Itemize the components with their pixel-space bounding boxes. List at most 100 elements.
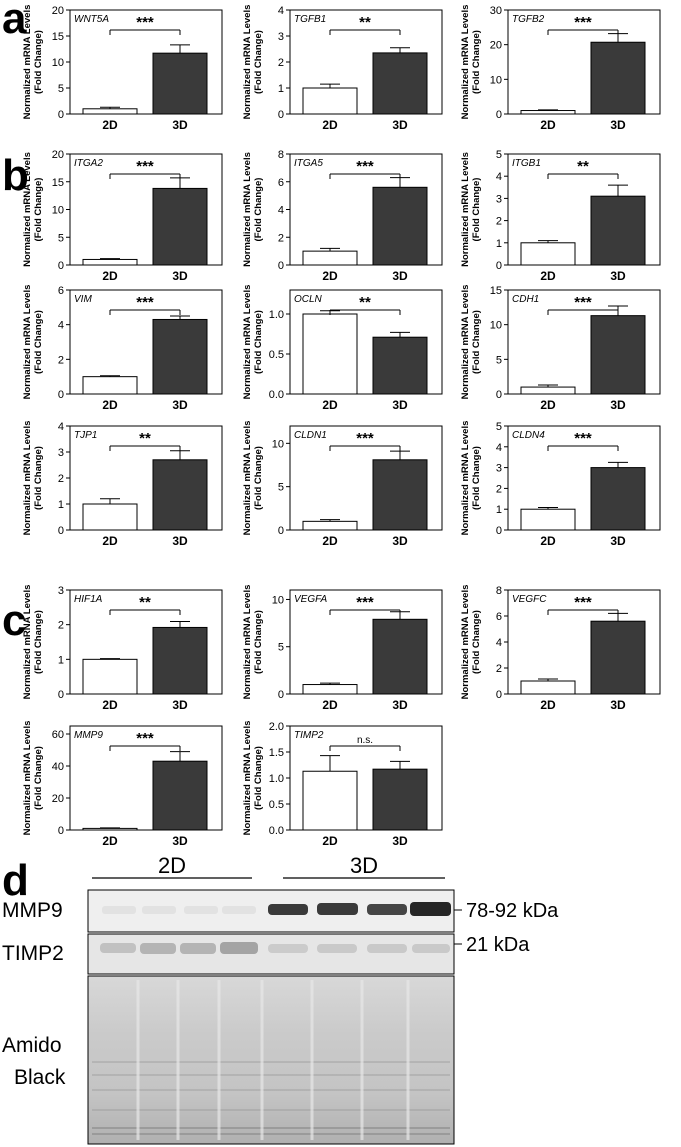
bar-2d xyxy=(302,684,358,695)
y-tick-label: 4 xyxy=(278,5,284,17)
category-label: 2D xyxy=(540,398,556,412)
plot-frame xyxy=(507,153,661,266)
significance-label: ** xyxy=(359,14,371,31)
y-tick-label: 5 xyxy=(496,149,502,161)
category-label: 3D xyxy=(610,698,626,712)
category-label: 2D xyxy=(540,698,556,712)
western-blot: 2D 3D 78-92 kDa MMP9 xyxy=(2,853,559,1145)
y-axis-label-2: (Fold Change) xyxy=(253,178,264,242)
y-tick-label: 0 xyxy=(496,525,502,537)
y-tick-label: 5 xyxy=(278,642,284,654)
y-tick-label: 2 xyxy=(58,354,64,366)
blot-lane-gaps-amido-black xyxy=(136,980,410,1140)
chart-vim: 0 2 4 6 2D 3D VIM *** Normalized mRNA Levels (Fol… xyxy=(22,285,223,412)
bar-2d xyxy=(302,520,358,531)
panel-label-c: c xyxy=(2,596,26,645)
blot-band xyxy=(412,944,450,953)
gene-label: CLDN4 xyxy=(512,430,545,441)
y-axis-label-2: (Fold Change) xyxy=(253,30,264,94)
blot-band xyxy=(222,906,256,914)
significance-label: n.s. xyxy=(357,735,373,746)
plot-frame xyxy=(289,289,443,395)
y-tick-label: 8 xyxy=(278,149,284,161)
bar-3d xyxy=(590,315,646,395)
y-tick-label: 6 xyxy=(496,611,502,623)
gene-label: WNT5A xyxy=(74,14,109,25)
y-axis-label-2: (Fold Change) xyxy=(471,178,482,242)
category-label: 3D xyxy=(610,534,626,548)
chart-vegfc: 0 2 4 6 8 2D 3D VEGFC *** Normalized mRNA Levels(… xyxy=(460,585,661,712)
blot-row-label-amido: Amido xyxy=(2,1034,62,1057)
y-tick-label: 1.5 xyxy=(269,747,284,759)
y-tick-label: 10 xyxy=(490,320,502,332)
category-label: 2D xyxy=(322,698,338,712)
category-label: 2D xyxy=(102,534,118,548)
blot-band xyxy=(268,904,308,915)
bar-3d xyxy=(372,459,428,531)
significance-label: *** xyxy=(574,294,592,311)
y-axis-label: Normalized mRNA Levels xyxy=(242,585,253,700)
category-label: 2D xyxy=(322,118,338,132)
bar-2d xyxy=(82,503,138,531)
y-tick-label: 20 xyxy=(52,5,64,17)
y-tick-label: 3 xyxy=(278,31,284,43)
gene-label: TIMP2 xyxy=(294,730,324,741)
y-tick-label: 15 xyxy=(490,285,502,297)
y-tick-label: 0.0 xyxy=(269,825,284,837)
blot-group-label-2d: 2D xyxy=(158,853,186,878)
chart-itga5: 0 2 4 6 8 2D 3D ITGA5 *** Normalized mRNA Levels(… xyxy=(242,149,443,283)
significance-label: *** xyxy=(574,430,592,447)
y-tick-label: 6 xyxy=(278,177,284,189)
gene-label: HIF1A xyxy=(74,594,103,605)
significance-label: ** xyxy=(577,158,589,175)
y-tick-label: 15 xyxy=(52,177,64,189)
y-tick-label: 0 xyxy=(278,109,284,121)
y-tick-label: 2 xyxy=(58,620,64,632)
category-label: 3D xyxy=(610,118,626,132)
y-tick-label: 0.5 xyxy=(269,799,284,811)
gene-label: ITGA5 xyxy=(294,158,323,169)
y-tick-label: 60 xyxy=(52,729,64,741)
y-axis-label: Normalized mRNA Levels xyxy=(22,585,33,700)
y-tick-label: 1 xyxy=(278,83,284,95)
y-tick-label: 3 xyxy=(496,193,502,205)
bar-2d xyxy=(520,508,576,531)
bar-3d xyxy=(152,52,208,115)
chart-mmp9: 0 20 40 60 2D 3D MMP9 *** Normalized mRNA Levels… xyxy=(22,721,223,848)
y-tick-label: 2 xyxy=(496,216,502,228)
chart-tgfb2: 0 10 20 30 2D 3D TGFB2 *** Normalized mRNA Level… xyxy=(460,5,661,132)
significance-label: *** xyxy=(136,294,154,311)
plot-frame xyxy=(507,289,661,395)
bar-2d xyxy=(520,680,576,695)
category-label: 3D xyxy=(172,698,188,712)
y-tick-label: 1 xyxy=(496,504,502,516)
bar-2d xyxy=(520,110,576,115)
bar-3d xyxy=(372,52,428,115)
category-label: 3D xyxy=(392,834,408,848)
panel-label-a: a xyxy=(2,0,27,43)
chart-tjp1: 0 1 2 3 4 2D 3D TJP1 ** Normalized mRNA Levels (Fo… xyxy=(22,421,223,548)
blot-band xyxy=(184,906,218,914)
y-axis-label: Normalized mRNA Levels xyxy=(22,5,33,120)
y-axis-label: Normalized mRNA Levels xyxy=(22,285,33,400)
blot-size-label-mmp9: 78-92 kDa xyxy=(466,900,559,922)
y-tick-label: 2 xyxy=(496,483,502,495)
blot-bands-mmp9 xyxy=(102,902,451,916)
blot-band xyxy=(102,906,136,914)
y-tick-label: 10 xyxy=(272,438,284,450)
y-axis-label: Normalized mRNA Levels xyxy=(242,421,253,536)
y-axis-label-2: (Fold Change) xyxy=(33,30,44,94)
y-tick-label: 1 xyxy=(58,654,64,666)
y-tick-label: 5 xyxy=(278,482,284,494)
y-tick-label: 0 xyxy=(278,260,284,272)
bar-3d xyxy=(372,336,428,395)
category-label: 3D xyxy=(172,534,188,548)
bar-3d xyxy=(372,618,428,695)
y-axis-label: Normalized mRNA Levels xyxy=(460,285,471,400)
chart-timp2: 0.0 0.5 1.0 1.5 2.0 2D 3D TIMP2 n.s. Normalized m… xyxy=(242,721,443,848)
y-axis-label-2: (Fold Change) xyxy=(471,30,482,94)
y-tick-label: 2 xyxy=(278,232,284,244)
bar-2d xyxy=(82,658,138,695)
category-label: 2D xyxy=(102,269,118,283)
blot-band xyxy=(410,902,451,916)
